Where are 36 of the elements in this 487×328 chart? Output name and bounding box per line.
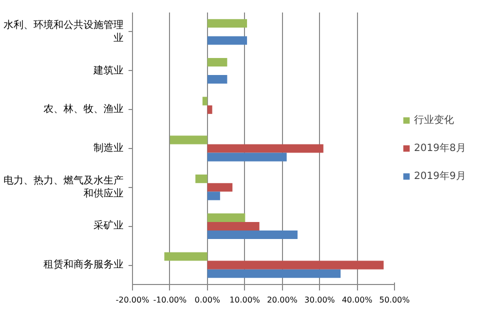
y-tick-label: 采矿业 bbox=[94, 220, 124, 232]
bar bbox=[207, 192, 220, 200]
legend-label: 2019年8月 bbox=[414, 142, 466, 155]
bar bbox=[207, 36, 248, 45]
bar bbox=[207, 19, 248, 28]
y-tick-label: 租赁和商务服务业 bbox=[44, 258, 124, 271]
bar bbox=[207, 222, 260, 230]
x-tick-label: 40.00% bbox=[342, 296, 373, 304]
bar bbox=[207, 144, 324, 153]
legend-label: 行业变化 bbox=[414, 114, 454, 127]
bar bbox=[207, 152, 287, 162]
legend-label: 2019年9月 bbox=[414, 170, 466, 183]
bar bbox=[202, 96, 208, 106]
x-tick-label: 0.00% bbox=[194, 296, 220, 304]
bar bbox=[195, 174, 208, 184]
x-tick-label: 30.00% bbox=[304, 296, 336, 304]
bar bbox=[207, 183, 232, 192]
y-tick-label: 农、林、牧、渔业 bbox=[44, 103, 124, 116]
bar bbox=[170, 136, 208, 144]
x-tick-label: 10.00% bbox=[230, 296, 260, 304]
y-tick-label: 水利、环境和公共设施管理业 bbox=[4, 18, 124, 44]
y-tick-label: 建筑业 bbox=[92, 64, 124, 76]
bar bbox=[207, 230, 298, 240]
y-tick-label: 电力、热力、燃气及水生产和供应业 bbox=[4, 174, 124, 200]
x-tick-label: -20.00% bbox=[116, 296, 150, 304]
bar bbox=[207, 105, 212, 114]
bar bbox=[207, 269, 341, 278]
y-tick-label: 制造业 bbox=[94, 142, 124, 154]
bar bbox=[164, 252, 208, 261]
x-tick-label: -10.00% bbox=[153, 296, 188, 304]
bar bbox=[207, 213, 246, 222]
bar bbox=[207, 75, 228, 84]
bar bbox=[207, 260, 384, 270]
bar bbox=[207, 58, 228, 67]
x-tick-label: 50.00% bbox=[379, 296, 410, 304]
x-tick-label: 20.00% bbox=[266, 296, 298, 304]
